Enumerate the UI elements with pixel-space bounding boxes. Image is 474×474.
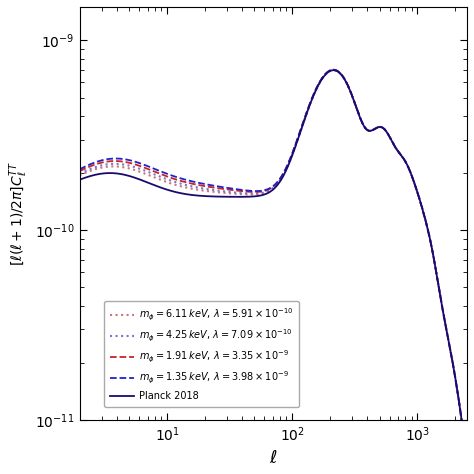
Line: $m_\phi = 1.91\,keV,\, \lambda = 3.35 \times 10^{-9}$: $m_\phi = 1.91\,keV,\, \lambda = 3.35 \t…: [80, 70, 467, 465]
$m_\phi = 1.35\,keV,\, \lambda = 3.98 \times 10^{-9}$: [265, 186, 271, 192]
$m_\phi = 6.11\,keV,\, \lambda = 5.91 \times 10^{-10}$: [255, 191, 261, 197]
Planck 2018: [255, 193, 261, 199]
$m_\phi = 1.35\,keV,\, \lambda = 3.98 \times 10^{-9}$: [77, 166, 82, 172]
$m_\phi = 1.91\,keV,\, \lambda = 3.35 \times 10^{-9}$: [330, 67, 336, 73]
Y-axis label: $[\ell(\ell+1)/2\pi]C_\ell^{TT}$: $[\ell(\ell+1)/2\pi]C_\ell^{TT}$: [7, 161, 29, 266]
$m_\phi = 1.35\,keV,\, \lambda = 3.98 \times 10^{-9}$: [464, 462, 470, 467]
$m_\phi = 1.91\,keV,\, \lambda = 3.35 \times 10^{-9}$: [77, 168, 82, 174]
Line: $m_\phi = 1.35\,keV,\, \lambda = 3.98 \times 10^{-9}$: $m_\phi = 1.35\,keV,\, \lambda = 3.98 \t…: [80, 70, 467, 465]
Line: Planck 2018: Planck 2018: [80, 70, 467, 465]
$m_\phi = 6.11\,keV,\, \lambda = 5.91 \times 10^{-10}$: [453, 379, 459, 385]
$m_\phi = 1.91\,keV,\, \lambda = 3.35 \times 10^{-9}$: [255, 189, 261, 195]
$m_\phi = 1.35\,keV,\, \lambda = 3.98 \times 10^{-9}$: [97, 158, 102, 164]
$m_\phi = 1.35\,keV,\, \lambda = 3.98 \times 10^{-9}$: [330, 67, 336, 73]
$m_\phi = 4.25\,keV,\, \lambda = 7.09 \times 10^{-10}$: [453, 379, 459, 385]
$m_\phi = 1.35\,keV,\, \lambda = 3.98 \times 10^{-9}$: [255, 188, 261, 194]
$m_\phi = 1.91\,keV,\, \lambda = 3.35 \times 10^{-9}$: [453, 378, 459, 384]
$m_\phi = 1.91\,keV,\, \lambda = 3.35 \times 10^{-9}$: [453, 379, 459, 385]
$m_\phi = 4.25\,keV,\, \lambda = 7.09 \times 10^{-10}$: [382, 127, 388, 133]
$m_\phi = 4.25\,keV,\, \lambda = 7.09 \times 10^{-10}$: [331, 67, 337, 73]
$m_\phi = 1.35\,keV,\, \lambda = 3.98 \times 10^{-9}$: [453, 378, 459, 384]
Planck 2018: [97, 171, 102, 177]
$m_\phi = 1.91\,keV,\, \lambda = 3.35 \times 10^{-9}$: [97, 160, 102, 166]
Planck 2018: [464, 462, 470, 467]
$m_\phi = 6.11\,keV,\, \lambda = 5.91 \times 10^{-10}$: [265, 189, 271, 194]
$m_\phi = 1.91\,keV,\, \lambda = 3.35 \times 10^{-9}$: [382, 127, 388, 132]
$m_\phi = 1.91\,keV,\, \lambda = 3.35 \times 10^{-9}$: [265, 187, 271, 192]
X-axis label: $\ell$: $\ell$: [269, 449, 278, 467]
$m_\phi = 4.25\,keV,\, \lambda = 7.09 \times 10^{-10}$: [464, 462, 470, 467]
$m_\phi = 4.25\,keV,\, \lambda = 7.09 \times 10^{-10}$: [77, 171, 82, 176]
$m_\phi = 4.25\,keV,\, \lambda = 7.09 \times 10^{-10}$: [255, 191, 261, 196]
$m_\phi = 4.25\,keV,\, \lambda = 7.09 \times 10^{-10}$: [265, 188, 271, 194]
Line: $m_\phi = 4.25\,keV,\, \lambda = 7.09 \times 10^{-10}$: $m_\phi = 4.25\,keV,\, \lambda = 7.09 \t…: [80, 70, 467, 465]
$m_\phi = 4.25\,keV,\, \lambda = 7.09 \times 10^{-10}$: [453, 378, 459, 384]
$m_\phi = 6.11\,keV,\, \lambda = 5.91 \times 10^{-10}$: [382, 127, 388, 133]
$m_\phi = 6.11\,keV,\, \lambda = 5.91 \times 10^{-10}$: [464, 462, 470, 467]
$m_\phi = 6.11\,keV,\, \lambda = 5.91 \times 10^{-10}$: [77, 173, 82, 178]
$m_\phi = 4.25\,keV,\, \lambda = 7.09 \times 10^{-10}$: [97, 163, 102, 169]
$m_\phi = 6.11\,keV,\, \lambda = 5.91 \times 10^{-10}$: [97, 165, 102, 171]
Planck 2018: [382, 127, 388, 133]
Planck 2018: [453, 379, 459, 385]
Planck 2018: [265, 190, 271, 196]
Planck 2018: [331, 67, 337, 73]
$m_\phi = 6.11\,keV,\, \lambda = 5.91 \times 10^{-10}$: [331, 67, 337, 73]
Planck 2018: [453, 378, 459, 384]
Planck 2018: [77, 177, 82, 182]
$m_\phi = 6.11\,keV,\, \lambda = 5.91 \times 10^{-10}$: [453, 378, 459, 384]
$m_\phi = 1.35\,keV,\, \lambda = 3.98 \times 10^{-9}$: [453, 379, 459, 385]
$m_\phi = 1.35\,keV,\, \lambda = 3.98 \times 10^{-9}$: [382, 127, 388, 132]
Legend: $m_\phi = 6.11\,keV,\, \lambda = 5.91 \times 10^{-10}$, $m_\phi = 4.25\,keV,\, \: $m_\phi = 6.11\,keV,\, \lambda = 5.91 \t…: [104, 301, 299, 407]
Line: $m_\phi = 6.11\,keV,\, \lambda = 5.91 \times 10^{-10}$: $m_\phi = 6.11\,keV,\, \lambda = 5.91 \t…: [80, 70, 467, 465]
$m_\phi = 1.91\,keV,\, \lambda = 3.35 \times 10^{-9}$: [464, 462, 470, 467]
